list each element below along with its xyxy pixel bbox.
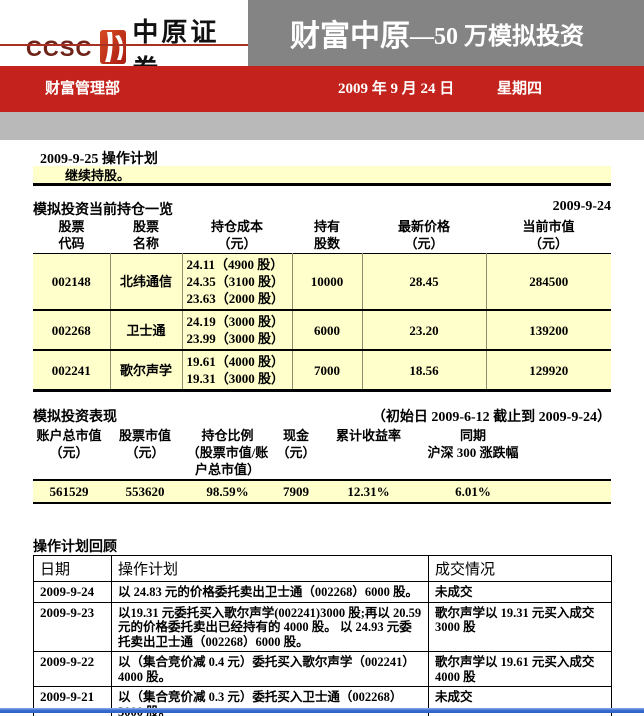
col-header-spacer: [531, 426, 611, 480]
stock-market-value: 553620: [105, 479, 185, 504]
stock-name: 北纬通信: [109, 253, 182, 310]
col-header-plan: 操作计划: [111, 555, 429, 582]
market-value: 129920: [485, 350, 611, 391]
window-edge: [0, 708, 644, 713]
stock-code: 002241: [33, 350, 110, 391]
shares-held: 7000: [291, 350, 362, 391]
col-header-stock-value: 股票市值 （元）: [118, 428, 171, 460]
col-header-result: 成交情况: [428, 555, 612, 582]
report-body: 2009-9-25 操作计划 继续持股。 模拟投资当前持仓一览 2009-9-2…: [0, 140, 644, 716]
shares-held: 10000: [291, 253, 362, 310]
dept-date-bar: 财富管理部 2009 年 9 月 24 日 星期四: [0, 66, 644, 112]
divider-strip: [0, 112, 644, 140]
cash-value: 7909: [270, 479, 322, 504]
performance-title: 模拟投资表现: [33, 410, 117, 425]
holdings-table: 股票 代码 股票 名称 持仓成本 （元） 持有 股数 最新价格 （元） 当前市值 （元） 0…: [33, 217, 611, 392]
col-header-stock-name: 股票 名称: [132, 219, 159, 251]
col-header-stock-code: 股票 代码: [58, 219, 85, 251]
col-header-shares: 持有 股数: [313, 219, 340, 251]
index-change: 6.01%: [415, 479, 531, 504]
report-title: 财富中原 —50 万模拟投资: [248, 0, 644, 66]
review-table: 日期 操作计划 成交情况 2009-9-24 以 24.83 元的价格委托卖出卫…: [33, 555, 612, 716]
account-total-value: 561529: [33, 479, 105, 504]
review-date: 2009-9-24: [33, 581, 112, 603]
stock-name: 歌尔声学: [109, 350, 182, 391]
department-label: 财富管理部: [45, 81, 121, 97]
col-header-cost: 持仓成本 （元）: [210, 219, 263, 251]
holdings-header-row: 股票 代码 股票 名称 持仓成本 （元） 持有 股数 最新价格 （元） 当前市值 （元）: [33, 217, 611, 254]
latest-price: 28.45: [361, 253, 486, 310]
col-header-index-change: 同期 沪深 300 涨跌幅: [427, 428, 519, 460]
masthead: CCSC 中原证券: [0, 0, 644, 84]
review-header-row: 日期 操作计划 成交情况: [33, 555, 612, 582]
stock-code: 002268: [33, 310, 110, 350]
performance-table: 账户总市值 （元） 股票市值 （元） 持仓比例 （股票市值/账 户总市值） 现金 （元） …: [33, 426, 611, 504]
market-value: 284500: [485, 253, 611, 310]
report-date: 2009 年 9 月 24 日: [338, 81, 455, 97]
latest-price: 23.20: [361, 310, 486, 350]
report-weekday: 星期四: [497, 81, 543, 97]
col-header-latest-price: 最新价格 （元）: [397, 219, 450, 251]
cost-lines: 19.61（4000 股） 19.31（3000 股）: [181, 350, 292, 391]
market-value: 139200: [485, 310, 611, 350]
holdings-date: 2009-9-24: [552, 199, 611, 214]
plan-heading: 2009-9-25 操作计划: [40, 152, 158, 167]
stock-code: 002148: [33, 253, 110, 310]
col-header-position-ratio: 持仓比例 （股票市值/账 户总市值）: [186, 428, 269, 477]
logo-underline: [0, 44, 248, 46]
col-header-cash: 现金 （元）: [276, 428, 316, 460]
performance-header-row: 账户总市值 （元） 股票市值 （元） 持仓比例 （股票市值/账 户总市值） 现金 （元） …: [33, 426, 611, 480]
review-result: 歌尔声学以 19.61 元买入成交 4000 股: [428, 651, 612, 687]
performance-period: （初始日 2009-6-12 截止到 2009-9-24）: [371, 410, 611, 425]
review-date: 2009-9-22: [33, 651, 112, 687]
ccsc-logo-text: CCSC: [26, 36, 93, 61]
table-row: 002241 歌尔声学 19.61（4000 股） 19.31（3000 股） …: [33, 350, 611, 391]
col-header-cumulative-return: 累计收益率: [335, 428, 401, 443]
table-row: 002268 卫士通 24.19（3000 股） 23.99（3000 股） 6…: [33, 310, 611, 350]
stock-name: 卫士通: [109, 310, 182, 350]
cost-lines: 24.11（4900 股） 24.35（3100 股） 23.63（2000 股…: [181, 253, 292, 310]
plan-content: 继续持股。: [33, 166, 611, 186]
review-title: 操作计划回顾: [33, 540, 117, 555]
table-row: 2009-9-24 以 24.83 元的价格委托卖出卫士通（002268）600…: [33, 581, 612, 603]
latest-price: 18.56: [361, 350, 486, 391]
performance-value-row: 561529 553620 98.59% 7909 12.31% 6.01%: [33, 479, 611, 504]
cost-lines: 24.19（3000 股） 23.99（3000 股）: [181, 310, 292, 350]
table-row: 2009-9-21 以（集合竞价减 0.3 元）委托买入卫士通（002268）3…: [33, 686, 612, 716]
report-title-sub: —50 万模拟投资: [410, 23, 584, 50]
review-result: 歌尔声学以 19.31 元买入成交 3000 股: [428, 601, 612, 652]
review-date: 2009-9-23: [33, 601, 112, 652]
col-header-account-value: 账户总市值 （元）: [36, 428, 102, 460]
holdings-title: 模拟投资当前持仓一览: [33, 203, 173, 218]
position-ratio: 98.59%: [185, 479, 270, 504]
review-result: 未成交: [428, 581, 612, 603]
table-row: 002148 北纬通信 24.11（4900 股） 24.35（3100 股） …: [33, 253, 611, 310]
review-plan: 以19.31 元委托买入歌尔声学(002241)3000 股;再以 20.59 …: [111, 601, 429, 652]
shares-held: 6000: [291, 310, 362, 350]
review-plan: 以 24.83 元的价格委托卖出卫士通（002268）6000 股。: [111, 581, 429, 603]
report-title-main: 财富中原: [290, 20, 410, 53]
review-plan: 以（集合竞价减 0.4 元）委托买入歌尔声学（002241）4000 股。: [111, 651, 429, 687]
spacer-cell: [531, 479, 611, 504]
cumulative-return: 12.31%: [322, 479, 415, 504]
ccsc-logo-icon: [100, 29, 127, 69]
col-header-market-value: 当前市值 （元）: [522, 219, 575, 251]
col-header-date: 日期: [33, 555, 112, 582]
table-row: 2009-9-22 以（集合竞价减 0.4 元）委托买入歌尔声学（002241）…: [33, 651, 612, 687]
logo-area: CCSC 中原证券: [0, 0, 248, 84]
table-row: 2009-9-23 以19.31 元委托买入歌尔声学(002241)3000 股…: [33, 601, 612, 652]
